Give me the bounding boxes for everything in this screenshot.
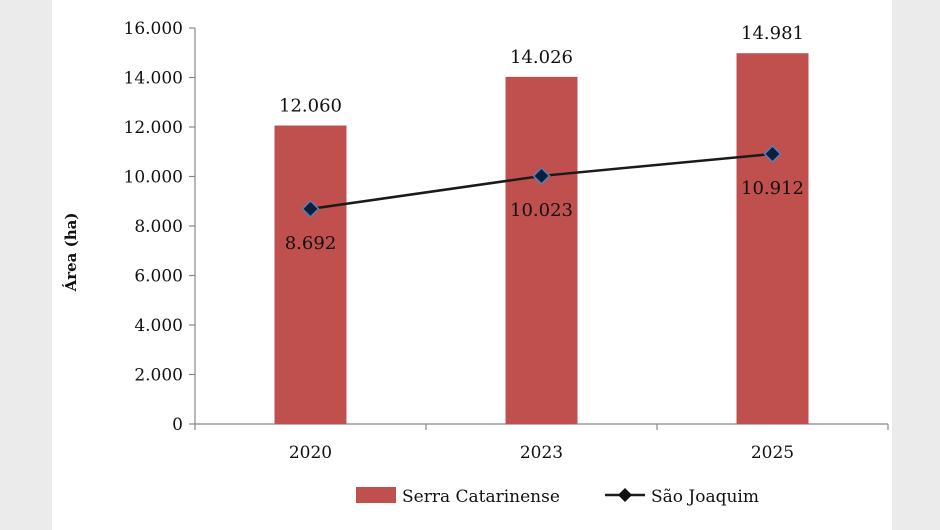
bar-value-label: 14.981 [741,23,804,44]
y-tick-label: 0 [172,415,183,435]
legend: Serra Catarinense São Joaquim [356,487,759,507]
y-tick-label: 8.000 [134,217,183,237]
legend-label: São Joaquim [651,487,759,507]
line-value-label: 10.023 [510,200,573,221]
x-tick-label: 2023 [520,443,563,463]
y-tick-label: 6.000 [134,267,183,287]
data-labels: 12.060 14.026 14.981 8.692 10.023 10.912 [279,23,804,254]
line-value-label: 8.692 [285,233,337,254]
y-axis-title: Área (ha) [62,213,80,293]
legend-swatch-marker [618,488,632,502]
bar [736,53,809,425]
y-tick-label: 14.000 [124,69,183,89]
bar-series [274,53,809,425]
bar-value-label: 14.026 [510,47,573,68]
x-axis: 2020 2023 2025 [194,423,889,463]
x-tick-label: 2020 [289,443,332,463]
y-tick-label: 16.000 [124,19,183,39]
line-value-label: 10.912 [741,178,804,199]
bar [274,125,347,424]
legend-swatch-bar [356,487,396,503]
x-tick-label: 2025 [751,443,794,463]
bar [505,76,578,424]
y-tick-label: 12.000 [124,118,183,138]
line-series [301,144,782,218]
y-tick-label: 2.000 [134,366,183,386]
line-point-marker [763,144,782,163]
y-tick-label: 10.000 [124,168,183,188]
y-axis: 0 2.000 4.000 6.000 8.000 10.000 12.000 14.000 1… [124,19,196,435]
line-point-marker [301,199,320,218]
legend-label: Serra Catarinense [402,487,560,507]
y-tick-label: 4.000 [134,316,183,336]
bar-value-label: 12.060 [279,96,342,117]
line-point-marker [532,166,551,185]
